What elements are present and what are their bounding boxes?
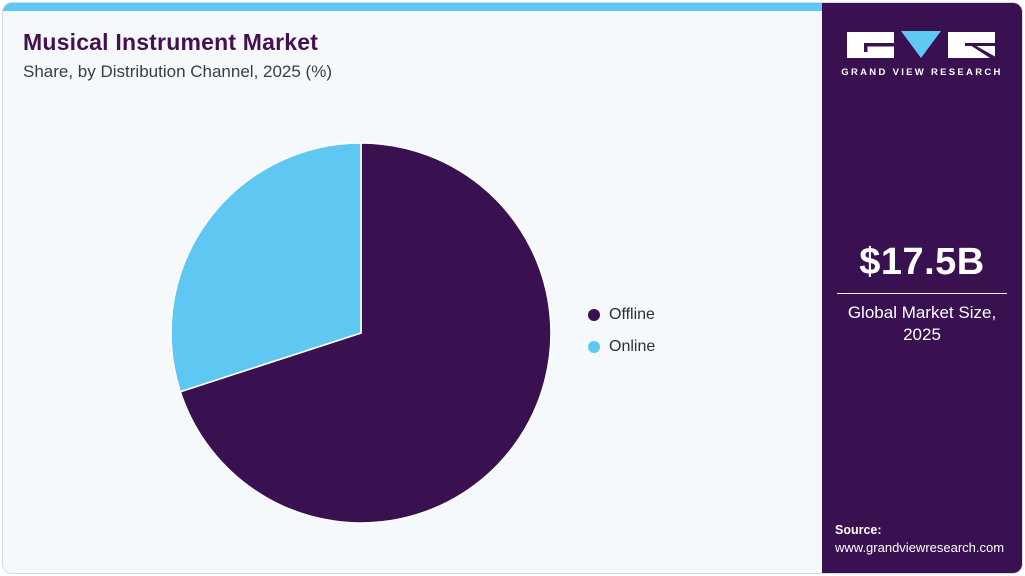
market-size-label: Global Market Size, 2025 — [847, 303, 997, 345]
chart-legend: Offline Online — [588, 305, 655, 357]
brand-logo-text: GRAND VIEW RESEARCH — [841, 67, 1003, 78]
pie-slice-online — [170, 142, 362, 393]
legend-label-online: Online — [609, 338, 656, 355]
legend-item-offline: Offline — [588, 305, 655, 325]
page-title: Musical Instrument Market — [23, 29, 319, 55]
logo-v-triangle — [901, 31, 941, 58]
brand-logo: GRAND VIEW RESEARCH — [822, 30, 1022, 78]
legend-label-offline: Offline — [609, 306, 655, 323]
gvr-logo-icon — [847, 31, 995, 58]
chart-panel: Musical Instrument Market Share, by Dist… — [3, 3, 822, 573]
logo-g-block — [847, 32, 894, 58]
pie-chart — [170, 142, 552, 524]
pie-slice-offline — [179, 142, 552, 524]
page-subtitle: Share, by Distribution Channel, 2025 (%) — [23, 62, 332, 81]
source-block: Source: www.grandviewresearch.com — [835, 521, 1004, 558]
sidebar: GRAND VIEW RESEARCH $17.5B Global Market… — [822, 3, 1022, 573]
legend-swatch-online — [588, 341, 600, 353]
source-url: www.grandviewresearch.com — [835, 540, 1005, 556]
market-size-block: $17.5B Global Market Size, 2025 — [822, 241, 1022, 346]
market-size-value: $17.5B — [859, 241, 985, 283]
legend-swatch-offline — [588, 309, 600, 321]
legend-item-online: Online — [588, 337, 655, 357]
logo-r-block — [948, 32, 995, 58]
pie-chart-container — [168, 140, 554, 526]
top-accent-bar — [3, 3, 822, 11]
source-label: Source: — [835, 523, 882, 538]
divider-line — [837, 293, 1007, 294]
